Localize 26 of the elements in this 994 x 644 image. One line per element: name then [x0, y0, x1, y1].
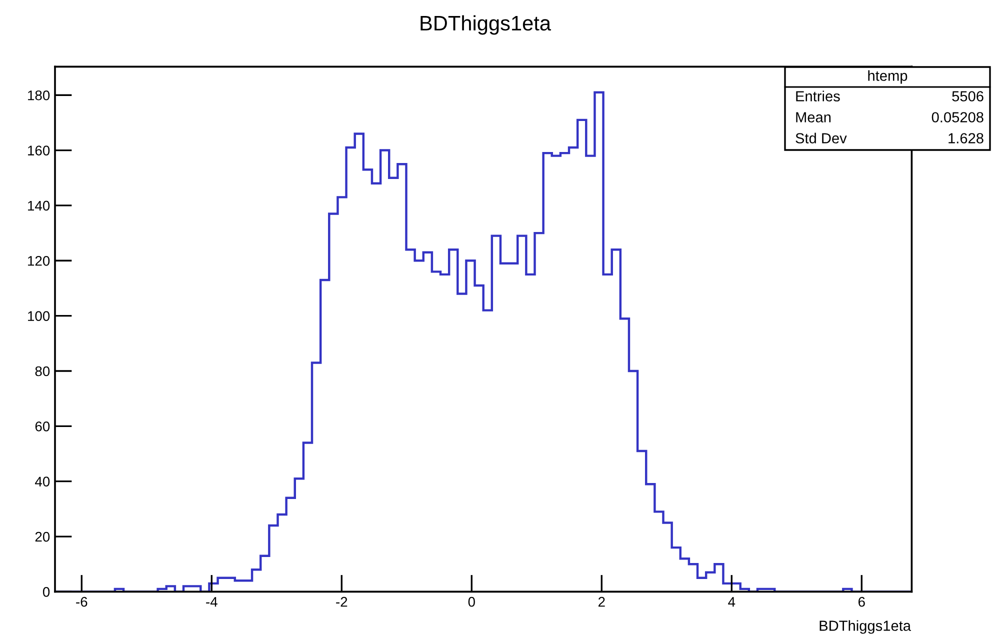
x-tick-label: -6: [76, 596, 88, 607]
y-tick-label: 0: [42, 587, 50, 597]
chart-title: BDThiggs1eta: [420, 15, 552, 35]
y-tick-label: 40: [35, 476, 50, 487]
text: 1.628: [948, 133, 984, 144]
y-tick-label: 140: [28, 200, 50, 211]
x-tick-label: -4: [206, 597, 218, 607]
annotation: htemp: [868, 70, 908, 84]
x-tick-label: 0: [468, 596, 475, 607]
x-tick-label: -2: [336, 596, 348, 607]
annotation: Std Dev: [796, 132, 847, 144]
y-tick-label: 160: [28, 146, 50, 156]
x-axis-title: BDThiggs1eta: [820, 620, 912, 634]
annotation: Entries: [796, 90, 840, 102]
text: 0.05208: [932, 112, 984, 122]
y-tick-label: 120: [28, 256, 50, 266]
y-tick-label: 100: [28, 311, 50, 321]
text: 5506: [952, 91, 984, 102]
annotation: Mean: [796, 112, 831, 122]
x-tick-label: 6: [858, 596, 865, 607]
x-tick-label: 4: [728, 597, 736, 607]
y-tick-label: 60: [35, 422, 50, 432]
y-tick-label: 20: [35, 532, 50, 542]
y-tick-label: 180: [28, 90, 50, 100]
y-tick-label: 80: [35, 366, 50, 376]
x-tick-label: 2: [598, 596, 605, 607]
